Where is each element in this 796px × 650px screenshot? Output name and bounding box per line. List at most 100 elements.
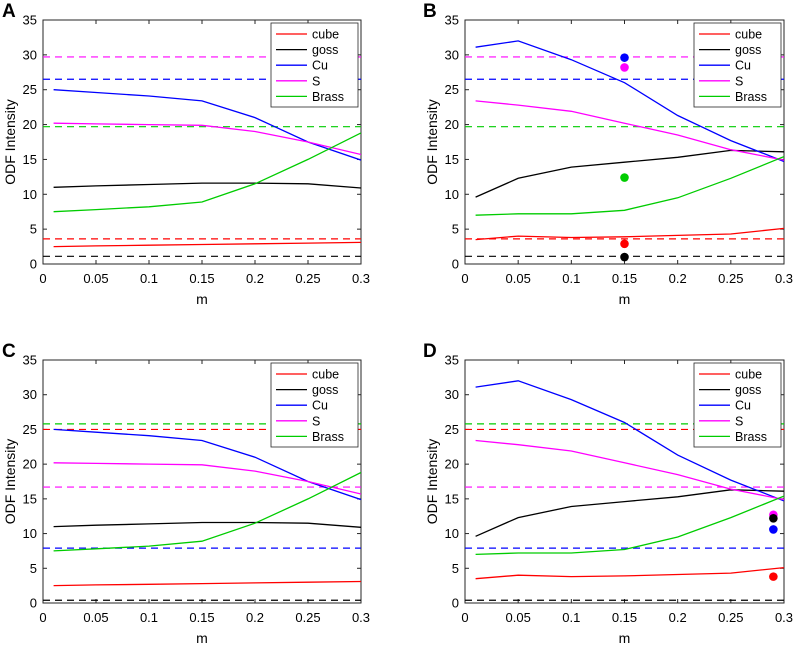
legend-label-goss: goss: [735, 43, 761, 57]
y-tick-label: 25: [23, 422, 37, 437]
series-line-cube: [475, 566, 784, 580]
x-tick-label: 0.05: [506, 271, 531, 286]
legend-label-cu: Cu: [735, 59, 751, 73]
y-tick-label: 30: [445, 47, 459, 62]
y-tick-label: 0: [30, 596, 37, 611]
series-line-brass: [475, 495, 784, 556]
legend-label-cube: cube: [312, 368, 339, 382]
legend-label-brass: Brass: [735, 90, 767, 104]
series-line-goss: [475, 489, 784, 537]
series-line-s: [53, 122, 361, 156]
x-tick-label: 0.05: [506, 610, 531, 625]
legend-label-cu: Cu: [735, 399, 751, 413]
legend-label-cube: cube: [312, 28, 339, 42]
y-tick-label: 20: [445, 117, 459, 132]
y-tick-label: 5: [30, 222, 37, 237]
y-tick-label: 25: [445, 422, 459, 437]
y-tick-label: 35: [23, 13, 37, 28]
series-line-s: [475, 439, 784, 501]
data-point-s: [620, 63, 629, 72]
x-tick-label: 0.25: [295, 610, 320, 625]
x-tick-label: 0.2: [669, 271, 687, 286]
legend-label-goss: goss: [312, 43, 338, 57]
x-tick-label: 0.05: [83, 610, 108, 625]
series-line-cu: [475, 380, 784, 502]
x-tick-label: 0.15: [612, 610, 637, 625]
y-tick-label: 10: [23, 526, 37, 541]
y-tick-label: 30: [445, 387, 459, 402]
plot-area: [465, 380, 784, 601]
plot-area: [465, 40, 784, 262]
x-tick-label: 0: [39, 271, 46, 286]
legend-label-brass: Brass: [735, 430, 767, 444]
chart-panel-D: D 0 0.05 0.1 0.15 0.2 0.25 0.3 0 5 10 15 20 25 30 35 m OD…: [423, 341, 793, 646]
legend-label-brass: Brass: [312, 90, 344, 104]
legend-label-brass: Brass: [312, 430, 344, 444]
y-tick-label: 25: [23, 82, 37, 97]
series-line-goss: [475, 149, 784, 198]
y-tick-label: 10: [445, 526, 459, 541]
y-tick-label: 0: [452, 596, 459, 611]
series-line-brass: [475, 155, 784, 216]
plot-area: [43, 56, 361, 257]
x-tick-label: 0.15: [189, 271, 214, 286]
x-tick-label: 0.3: [352, 271, 370, 286]
y-tick-label: 30: [23, 47, 37, 62]
y-tick-label: 35: [445, 353, 459, 368]
x-axis-label: m: [619, 291, 631, 307]
y-tick-label: 15: [23, 491, 37, 506]
legend-label-s: S: [735, 414, 743, 428]
x-tick-label: 0.25: [718, 610, 743, 625]
x-tick-label: 0.25: [295, 271, 320, 286]
legend-label-cube: cube: [735, 368, 762, 382]
series-line-s: [475, 100, 784, 161]
series-line-cu: [475, 40, 784, 163]
x-tick-label: 0.2: [246, 610, 264, 625]
y-tick-label: 15: [445, 491, 459, 506]
y-tick-label: 30: [23, 387, 37, 402]
x-axis-label: m: [619, 630, 631, 645]
x-tick-label: 0.1: [140, 610, 158, 625]
plot-area: [43, 423, 361, 601]
y-tick-label: 15: [23, 152, 37, 167]
x-tick-label: 0.25: [718, 271, 743, 286]
x-tick-label: 0.1: [562, 271, 580, 286]
legend-label-s: S: [735, 74, 743, 88]
y-tick-label: 25: [445, 82, 459, 97]
x-tick-label: 0: [39, 610, 46, 625]
y-tick-label: 10: [445, 187, 459, 202]
chart-panel-A: A 0 0.05 0.1 0.15 0.2 0.25 0.3 0 5 10 15 20 25 30 35 m OD…: [2, 1, 370, 307]
legend-label-s: S: [312, 414, 320, 428]
y-tick-label: 0: [30, 257, 37, 272]
data-point-cube: [620, 239, 629, 249]
series-line-cube: [53, 241, 361, 248]
y-axis-label: ODF Intensity: [2, 99, 18, 185]
y-tick-label: 20: [445, 457, 459, 472]
y-tick-label: 10: [23, 187, 37, 202]
y-tick-label: 20: [23, 117, 37, 132]
chart-panel-C: C 0 0.05 0.1 0.15 0.2 0.25 0.3 0 5 10 15 20 25 30 35 m OD…: [2, 341, 370, 646]
y-tick-label: 15: [445, 152, 459, 167]
x-tick-label: 0.1: [140, 271, 158, 286]
data-point-goss: [769, 513, 778, 523]
series-line-brass: [53, 132, 361, 213]
panel-label: B: [423, 1, 437, 22]
legend-label-cu: Cu: [312, 399, 328, 413]
y-tick-label: 5: [30, 561, 37, 576]
data-point-cu: [769, 525, 778, 534]
x-axis-label: m: [196, 630, 208, 645]
data-point-goss: [620, 252, 629, 262]
legend-label-cube: cube: [735, 28, 762, 42]
y-axis-label: ODF Intensity: [2, 439, 18, 525]
x-tick-label: 0.1: [562, 610, 580, 625]
y-axis-label: ODF Intensity: [424, 439, 440, 525]
chart-panel-B: B 0 0.05 0.1 0.15 0.2 0.25 0.3 0 5 10 15 20 25 30 35 m OD…: [423, 1, 793, 307]
panel-label: C: [2, 341, 16, 362]
data-point-cube: [769, 572, 778, 581]
